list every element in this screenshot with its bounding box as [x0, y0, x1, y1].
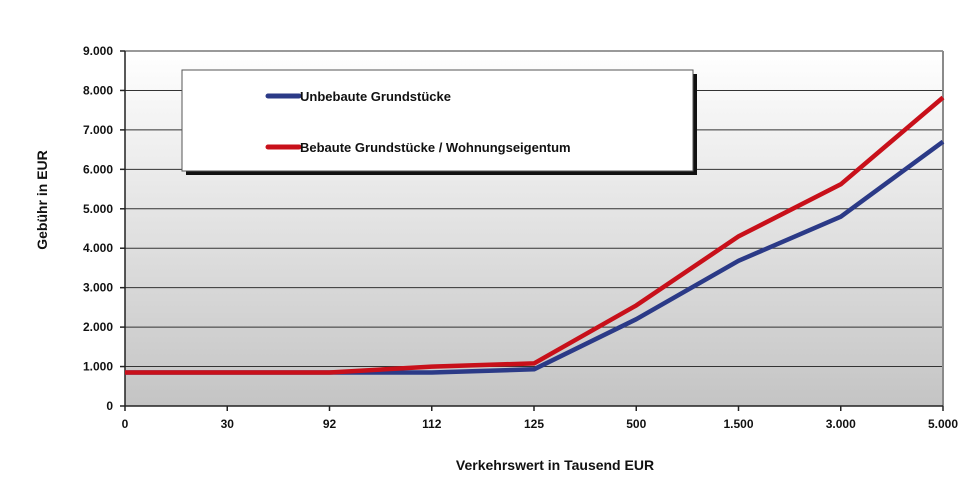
- y-axis-ticks: 0 1.000 2.000 3.000 4.000 5.000 6.000 7.000 8.00…: [83, 44, 125, 413]
- x-tick-label: 112: [422, 417, 442, 431]
- y-tick-label: 1.000: [83, 360, 113, 374]
- legend-label-bebaute: Bebaute Grundstücke / Wohnungseigentum: [300, 140, 571, 155]
- x-tick-label: 1.500: [723, 417, 753, 431]
- x-tick-label: 125: [524, 417, 544, 431]
- x-axis-ticks: 0 30 92 112 125 500 1.500 3.000 5.000: [122, 406, 958, 431]
- y-tick-label: 3.000: [83, 281, 113, 295]
- x-axis-title: Verkehrswert in Tausend EUR: [456, 457, 654, 473]
- y-tick-label: 2.000: [83, 320, 113, 334]
- legend-label-unbebaute: Unbebaute Grundstücke: [300, 89, 451, 104]
- y-tick-label: 8.000: [83, 83, 113, 97]
- x-tick-label: 5.000: [928, 417, 958, 431]
- x-tick-label: 0: [122, 417, 129, 431]
- x-tick-label: 30: [221, 417, 235, 431]
- y-tick-label: 4.000: [83, 241, 113, 255]
- x-tick-label: 92: [323, 417, 337, 431]
- legend-box: [181, 69, 694, 172]
- y-tick-label: 7.000: [83, 123, 113, 137]
- legend: Unbebaute Grundstücke Bebaute Grundstück…: [181, 69, 697, 175]
- x-tick-label: 3.000: [826, 417, 856, 431]
- y-tick-label: 9.000: [83, 44, 113, 58]
- y-axis-title: Gebühr in EUR: [34, 150, 50, 250]
- y-tick-label: 5.000: [83, 202, 113, 216]
- x-tick-label: 500: [626, 417, 646, 431]
- y-tick-label: 0: [106, 399, 113, 413]
- series-line-bebaute: [125, 95, 945, 375]
- series-lines: [125, 95, 945, 375]
- y-tick-label: 6.000: [83, 162, 113, 176]
